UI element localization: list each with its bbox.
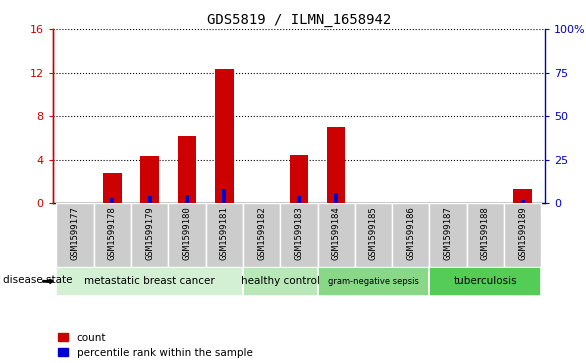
Text: GSM1599187: GSM1599187: [444, 206, 452, 260]
Bar: [318, 203, 355, 267]
Legend: count, percentile rank within the sample: count, percentile rank within the sample: [58, 333, 253, 358]
Bar: [94, 203, 131, 267]
Bar: [392, 203, 430, 267]
Bar: [334, 193, 338, 203]
Bar: [520, 200, 524, 203]
Bar: [355, 203, 392, 267]
Bar: [185, 195, 189, 203]
Bar: [56, 267, 243, 296]
Bar: [280, 203, 318, 267]
Bar: [206, 203, 243, 267]
Text: GSM1599189: GSM1599189: [518, 206, 527, 260]
Text: GSM1599188: GSM1599188: [481, 206, 490, 260]
Text: GSM1599181: GSM1599181: [220, 206, 229, 260]
Bar: [297, 196, 301, 203]
Bar: [318, 267, 430, 296]
Text: tuberculosis: tuberculosis: [454, 276, 517, 286]
Text: GSM1599180: GSM1599180: [182, 206, 192, 260]
Bar: [141, 156, 159, 203]
Bar: [131, 203, 168, 267]
Bar: [466, 203, 504, 267]
Text: GSM1599184: GSM1599184: [332, 206, 340, 260]
Bar: [430, 267, 541, 296]
Bar: [243, 203, 280, 267]
Bar: [513, 189, 532, 203]
Bar: [222, 189, 226, 203]
Text: GSM1599178: GSM1599178: [108, 206, 117, 260]
Bar: [178, 136, 196, 203]
Bar: [110, 197, 114, 203]
Bar: [148, 196, 152, 203]
Text: GSM1599182: GSM1599182: [257, 206, 266, 260]
Text: healthy control: healthy control: [241, 276, 319, 286]
Text: gram-negative sepsis: gram-negative sepsis: [328, 277, 419, 286]
Bar: [289, 155, 308, 203]
Text: GSM1599186: GSM1599186: [406, 206, 415, 260]
Text: disease state: disease state: [3, 275, 73, 285]
Text: GSM1599179: GSM1599179: [145, 206, 154, 260]
Bar: [215, 69, 234, 203]
Text: GSM1599185: GSM1599185: [369, 206, 378, 260]
Bar: [56, 203, 94, 267]
Title: GDS5819 / ILMN_1658942: GDS5819 / ILMN_1658942: [207, 13, 391, 26]
Text: GSM1599177: GSM1599177: [71, 206, 80, 260]
Bar: [168, 203, 206, 267]
Bar: [430, 203, 466, 267]
Bar: [327, 127, 346, 203]
Bar: [504, 203, 541, 267]
Text: GSM1599183: GSM1599183: [294, 206, 304, 260]
Bar: [103, 173, 122, 203]
Text: metastatic breast cancer: metastatic breast cancer: [84, 276, 215, 286]
Bar: [243, 267, 318, 296]
